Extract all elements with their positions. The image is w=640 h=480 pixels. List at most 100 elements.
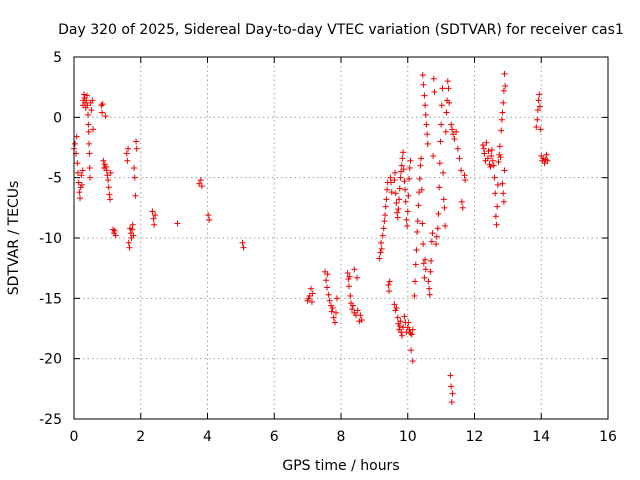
data-point (79, 167, 86, 174)
data-point (481, 150, 488, 157)
data-point (497, 154, 504, 161)
data-point (123, 150, 130, 157)
data-point (85, 128, 92, 135)
data-point (407, 157, 414, 164)
data-point (459, 204, 466, 211)
data-point (397, 174, 404, 181)
data-point (402, 198, 409, 205)
data-point (354, 274, 361, 281)
data-point (326, 297, 333, 304)
data-point (453, 128, 460, 135)
data-point (500, 87, 507, 94)
data-point (490, 162, 497, 169)
data-point (415, 202, 422, 209)
data-point (174, 220, 181, 227)
data-point (498, 127, 505, 134)
data-point (331, 319, 338, 326)
data-point (541, 160, 548, 167)
data-point (376, 255, 383, 262)
data-point (535, 97, 542, 104)
data-point (131, 174, 138, 181)
data-point (440, 169, 447, 176)
data-point (414, 228, 421, 235)
data-point (83, 97, 90, 104)
data-point (396, 323, 403, 330)
data-point (430, 75, 437, 82)
data-point (422, 256, 429, 263)
data-point (394, 214, 401, 221)
data-point (323, 284, 330, 291)
data-point (344, 269, 351, 276)
data-point (399, 332, 406, 339)
data-point (418, 155, 425, 162)
data-point (408, 331, 415, 338)
data-point (149, 208, 156, 215)
data-point (414, 218, 421, 225)
data-point (420, 241, 427, 248)
data-point (99, 101, 106, 108)
x-tick-label: 12 (466, 429, 484, 445)
data-point (76, 189, 83, 196)
data-points (71, 70, 551, 406)
data-point (396, 196, 403, 203)
data-point (87, 174, 94, 181)
data-point (198, 183, 205, 190)
data-point (487, 163, 494, 170)
data-point (450, 131, 457, 138)
data-point (104, 172, 111, 179)
data-point (381, 218, 388, 225)
data-point (500, 198, 507, 205)
data-point (357, 312, 364, 319)
data-point (75, 169, 82, 176)
data-point (427, 268, 434, 275)
data-point (86, 165, 93, 172)
data-point (439, 85, 446, 92)
chart-title: Day 320 of 2025, Sidereal Day-to-day VTE… (58, 22, 624, 38)
data-point (103, 167, 110, 174)
data-point (385, 282, 392, 289)
data-point (354, 307, 361, 314)
data-point (324, 271, 331, 278)
data-point (378, 239, 385, 246)
data-point (501, 70, 508, 77)
data-point (99, 109, 106, 116)
axis-ticks (73, 56, 609, 420)
data-point (409, 326, 416, 333)
data-point (325, 291, 332, 298)
data-point (533, 123, 540, 130)
y-tick-label: -25 (39, 412, 62, 428)
data-point (438, 102, 445, 109)
data-point (401, 313, 408, 320)
data-point (484, 155, 491, 162)
data-point (449, 390, 456, 397)
data-point (380, 225, 387, 232)
data-point (150, 215, 157, 222)
data-point (79, 181, 86, 188)
data-point (399, 155, 406, 162)
data-point (131, 165, 138, 172)
data-point (124, 157, 131, 164)
data-point (105, 184, 112, 191)
data-point (98, 102, 105, 109)
data-point (133, 138, 140, 145)
data-point (454, 145, 461, 152)
data-point (488, 146, 495, 153)
data-point (358, 317, 365, 324)
x-tick-label: 0 (70, 429, 79, 445)
data-point (440, 196, 447, 203)
x-tick-label: 4 (203, 429, 212, 445)
x-tick-label: 16 (599, 429, 617, 445)
y-tick-label: -5 (48, 171, 62, 187)
data-point (537, 126, 544, 133)
data-point (433, 241, 440, 248)
data-point (75, 179, 82, 186)
data-point (349, 306, 356, 313)
data-point (391, 301, 398, 308)
data-point (480, 145, 487, 152)
data-point (494, 203, 501, 210)
data-point (129, 221, 136, 228)
y-tick-label: 0 (53, 110, 62, 126)
data-point (382, 203, 389, 210)
data-point (448, 383, 455, 390)
data-point (412, 261, 419, 268)
